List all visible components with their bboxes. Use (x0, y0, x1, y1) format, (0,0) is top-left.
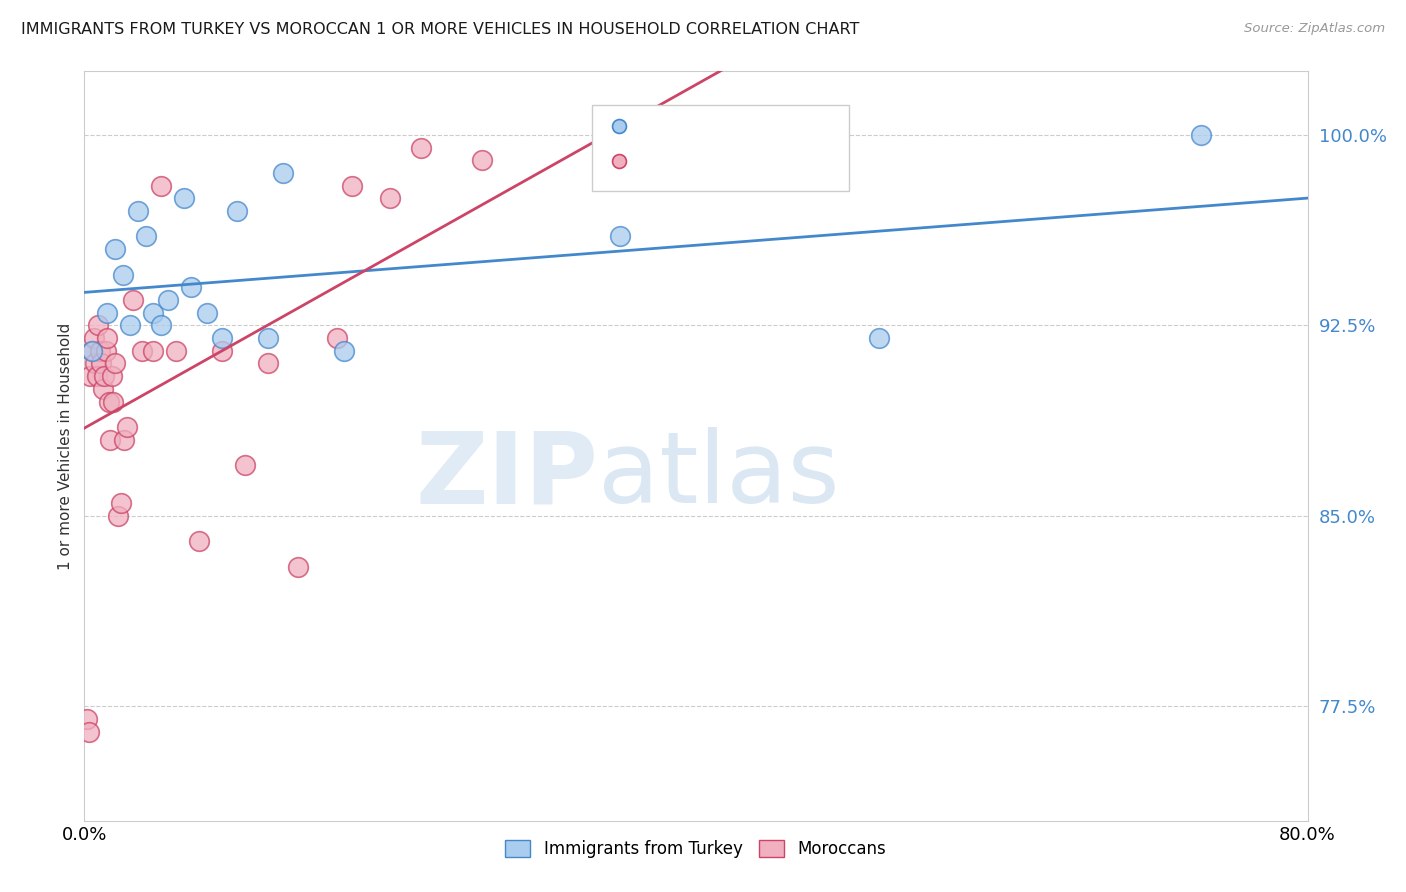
Point (98, 433, 121, 447)
Point (97, 394, 120, 409)
Point (142, 306, 165, 320)
Point (173, 191, 195, 205)
Point (112, 433, 135, 447)
Point (96, 306, 118, 320)
Point (131, 343, 153, 358)
Text: R = 0.486: R = 0.486 (644, 121, 727, 139)
Text: R = 0.429: R = 0.429 (644, 158, 727, 176)
Point (120, 318, 142, 333)
Point (271, 166, 294, 180)
FancyBboxPatch shape (592, 105, 849, 191)
Text: N = 21: N = 21 (758, 121, 815, 139)
Point (325, 331, 347, 345)
Point (195, 306, 218, 320)
Point (409, 140, 432, 154)
Point (94, 343, 117, 358)
Point (90, 356, 112, 370)
Point (110, 496, 132, 510)
Point (104, 242, 127, 256)
Point (333, 343, 356, 358)
Point (257, 356, 280, 370)
Point (101, 369, 124, 384)
Point (127, 204, 149, 219)
Point (609, 229, 631, 244)
Point (111, 268, 134, 282)
Point (107, 508, 129, 523)
Point (157, 293, 180, 307)
Point (233, 458, 256, 472)
Text: Source: ZipAtlas.com: Source: ZipAtlas.com (1244, 22, 1385, 36)
Point (103, 394, 125, 409)
Point (83, 331, 105, 345)
Point (609, 128, 631, 142)
Point (226, 204, 249, 219)
Point (77, 724, 100, 739)
Point (211, 331, 233, 345)
Point (104, 356, 127, 370)
Point (471, 153, 494, 168)
Text: N = 39: N = 39 (758, 158, 815, 176)
Legend: Immigrants from Turkey, Moroccans: Immigrants from Turkey, Moroccans (499, 833, 893, 864)
Point (869, 331, 891, 345)
Point (79, 369, 101, 384)
Point (87, 318, 110, 333)
Point (93, 369, 115, 384)
Point (211, 343, 233, 358)
Point (257, 331, 280, 345)
Point (135, 229, 157, 244)
Point (180, 280, 202, 294)
Y-axis label: 1 or more Vehicles in Household: 1 or more Vehicles in Household (58, 322, 73, 570)
Point (91, 382, 114, 396)
Point (115, 420, 138, 434)
Point (76, 712, 98, 726)
Point (1189, 128, 1212, 142)
Point (188, 534, 211, 549)
Point (142, 343, 165, 358)
Point (287, 559, 309, 574)
Point (80, 343, 103, 358)
Point (89, 343, 111, 358)
Point (149, 178, 172, 193)
Text: IMMIGRANTS FROM TURKEY VS MOROCCAN 1 OR MORE VEHICLES IN HOUSEHOLD CORRELATION C: IMMIGRANTS FROM TURKEY VS MOROCCAN 1 OR … (21, 22, 859, 37)
Point (86, 369, 108, 384)
Point (340, 178, 363, 193)
Text: atlas: atlas (598, 427, 839, 524)
Point (380, 191, 402, 205)
Text: ZIP: ZIP (415, 427, 598, 524)
Point (96, 331, 118, 345)
Point (122, 293, 145, 307)
Point (165, 343, 187, 358)
Point (80, 343, 103, 358)
Point (149, 318, 172, 333)
Point (84, 356, 107, 370)
